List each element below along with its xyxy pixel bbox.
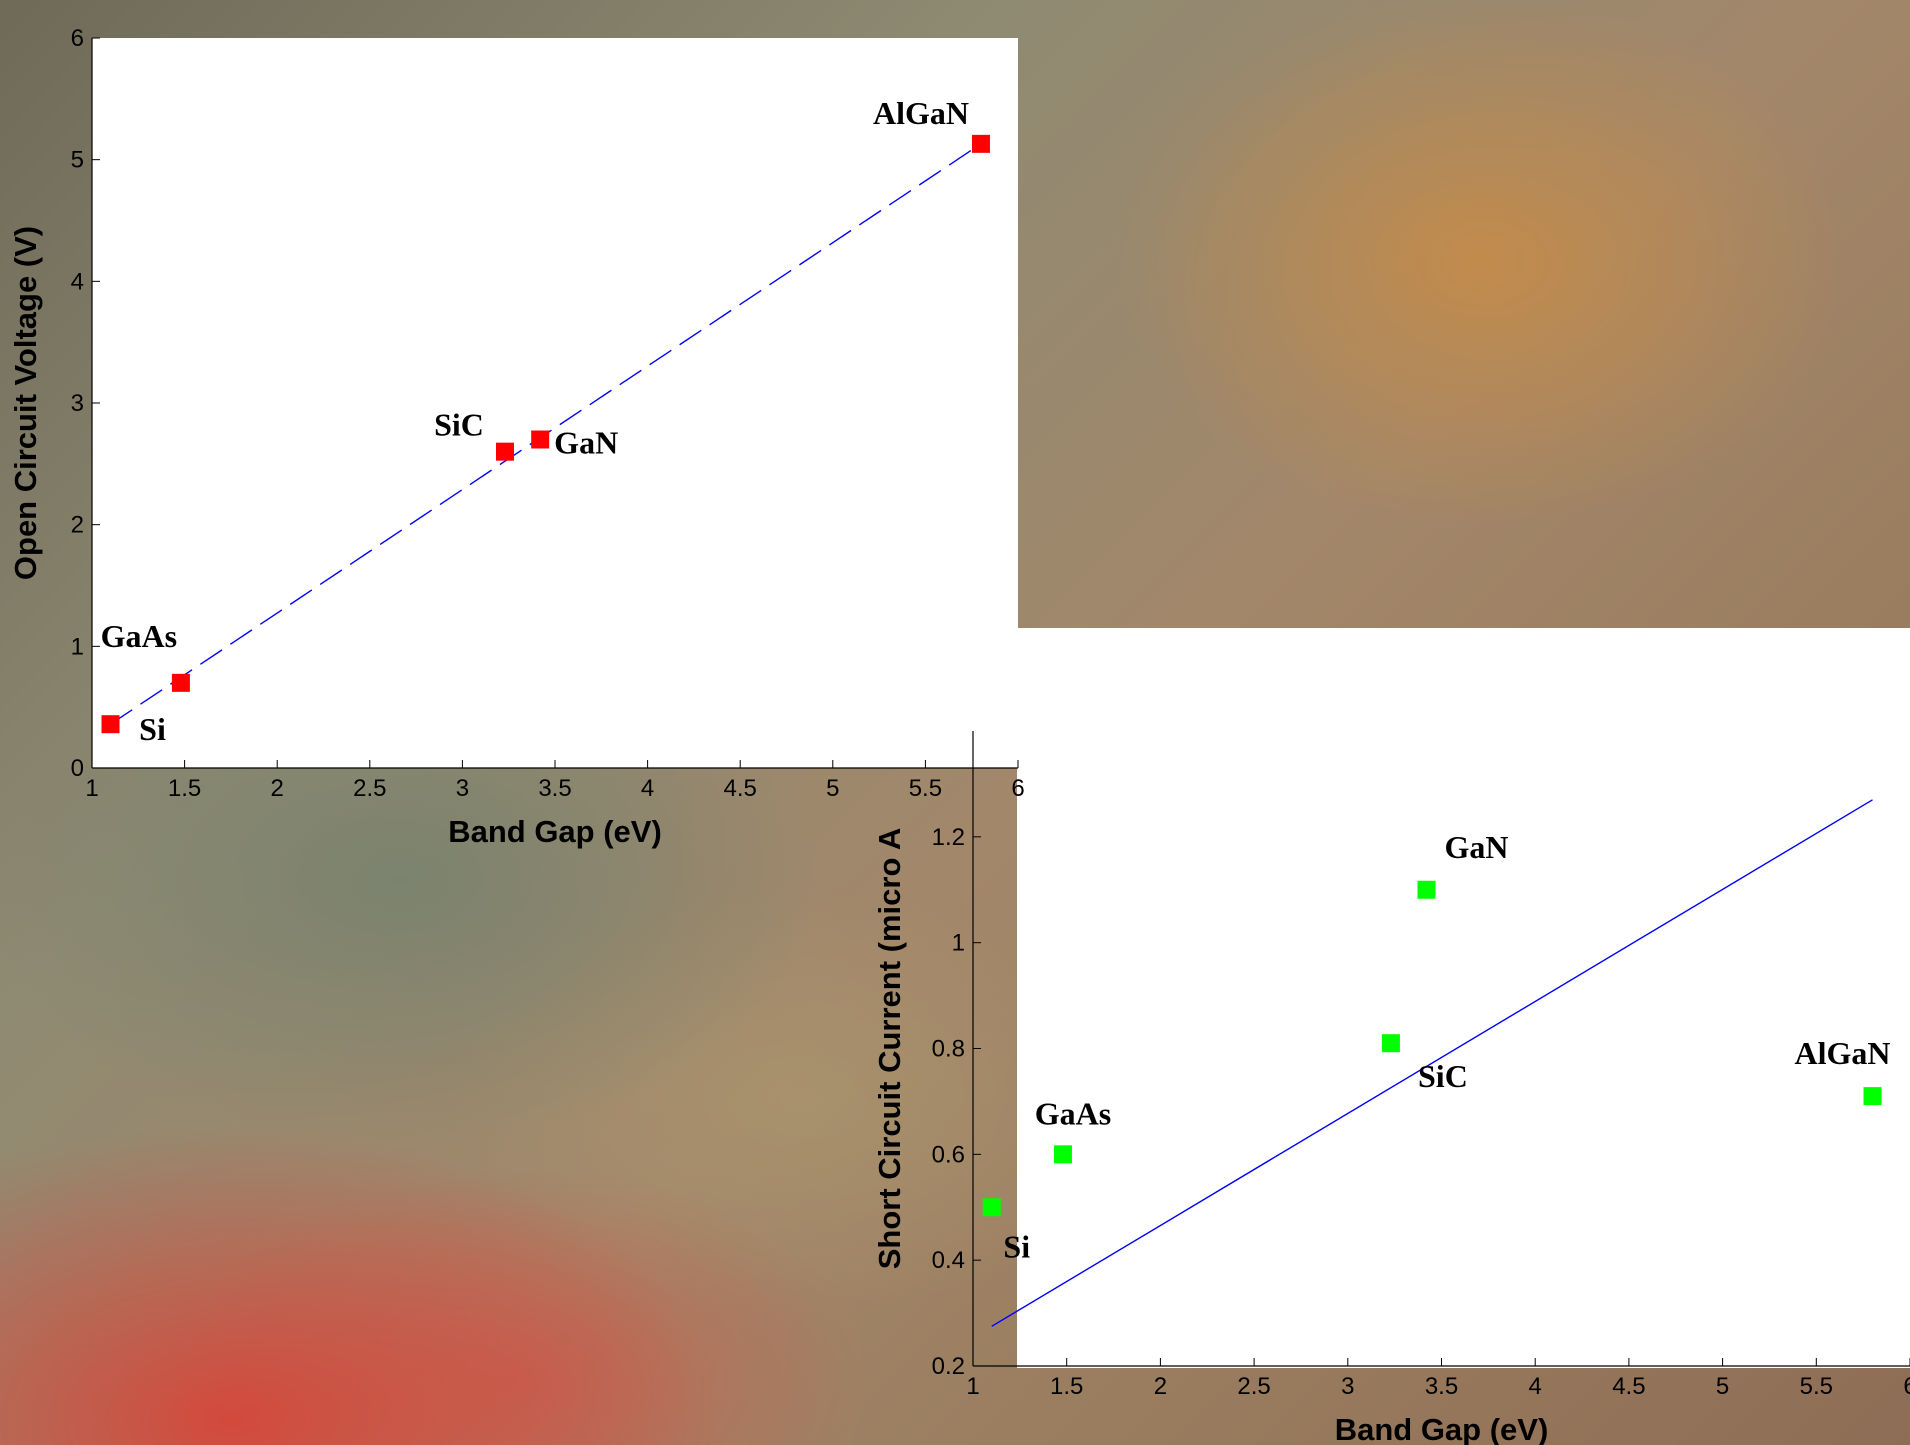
y-tick-label: 1.2 — [932, 824, 965, 851]
y-tick-label: 0.8 — [932, 1036, 965, 1063]
trend-line — [991, 799, 1873, 1327]
x-tick-label: 5 — [826, 775, 839, 802]
x-tick-label: 3.5 — [1425, 1373, 1458, 1400]
y-tick-label: 4 — [71, 268, 84, 295]
x-tick-label: 3 — [1341, 1373, 1354, 1400]
y-tick-label: 3 — [71, 390, 84, 417]
data-point-gaas — [171, 673, 190, 692]
data-point-gan — [1417, 880, 1436, 899]
data-label-si: Si — [139, 711, 166, 747]
x-tick-label: 1.5 — [1050, 1373, 1083, 1400]
short-circuit-current-chart: 1 1.5 2 2.5 3 3.5 4 4.5 5 5.5 6 0.2 0.4 0.6 0.8 1 1.2 Si G… — [872, 731, 1910, 1445]
x-tick-label: 1.5 — [168, 775, 201, 802]
y-tick-label: 1 — [952, 930, 965, 957]
y-tick-label: 6 — [71, 25, 84, 52]
x-tick-label: 2.5 — [353, 775, 386, 802]
data-label-algan: AlGaN — [873, 95, 969, 131]
x-tick-label: 6 — [1903, 1373, 1910, 1400]
y-tick-label: 0.4 — [932, 1247, 965, 1274]
chart-1-panel — [92, 38, 1018, 768]
data-point-si — [101, 715, 120, 734]
data-point-sic — [1381, 1034, 1400, 1053]
data-point-gan — [531, 430, 550, 449]
y-tick-label: 0.6 — [932, 1141, 965, 1168]
x-tick-label: 4.5 — [724, 775, 757, 802]
data-label-sic: SiC — [434, 407, 484, 443]
x-tick-label: 2 — [271, 775, 284, 802]
data-label-gaas: GaAs — [101, 618, 177, 654]
data-label-gan: GaN — [554, 425, 618, 461]
data-label-gan: GaN — [1445, 829, 1509, 865]
x-tick-label: 3 — [456, 775, 469, 802]
x-tick-label: 3.5 — [538, 775, 571, 802]
x-tick-label: 1 — [85, 775, 98, 802]
x-tick-label: 5.5 — [1800, 1373, 1833, 1400]
x-tick-label: 5.5 — [909, 775, 942, 802]
y-axis-label: Short Circuit Current (micro A — [872, 828, 907, 1270]
y-tick-label: 0 — [71, 755, 84, 782]
y-tick-label: 5 — [71, 147, 84, 174]
data-point-algan — [1863, 1087, 1882, 1106]
data-label-gaas: GaAs — [1035, 1095, 1111, 1131]
data-label-sic: SiC — [1418, 1058, 1468, 1094]
data-label-si: Si — [1003, 1228, 1030, 1264]
y-tick-label: 0.2 — [932, 1353, 965, 1380]
x-tick-label: 4 — [641, 775, 654, 802]
x-tick-label: 4.5 — [1612, 1373, 1645, 1400]
x-tick-label: 2 — [1154, 1373, 1167, 1400]
x-tick-label: 4 — [1529, 1373, 1542, 1400]
y-tick-label: 1 — [71, 633, 84, 660]
x-tick-label: 1 — [966, 1373, 979, 1400]
x-tick-label: 5 — [1716, 1373, 1729, 1400]
data-point-algan — [971, 134, 990, 153]
data-point-si — [982, 1198, 1001, 1217]
x-axis-label: Band Gap (eV) — [1335, 1412, 1549, 1445]
x-tick-label: 6 — [1011, 775, 1024, 802]
y-axis-label: Open Circuit Voltage (V) — [8, 226, 43, 580]
x-axis-label: Band Gap (eV) — [448, 814, 662, 849]
data-label-algan: AlGaN — [1795, 1035, 1891, 1071]
x-tick-label: 2.5 — [1237, 1373, 1270, 1400]
y-tick-label: 2 — [71, 512, 84, 539]
data-point-sic — [495, 442, 514, 461]
chart-2-panel — [1017, 628, 1910, 1368]
data-point-gaas — [1053, 1145, 1072, 1164]
